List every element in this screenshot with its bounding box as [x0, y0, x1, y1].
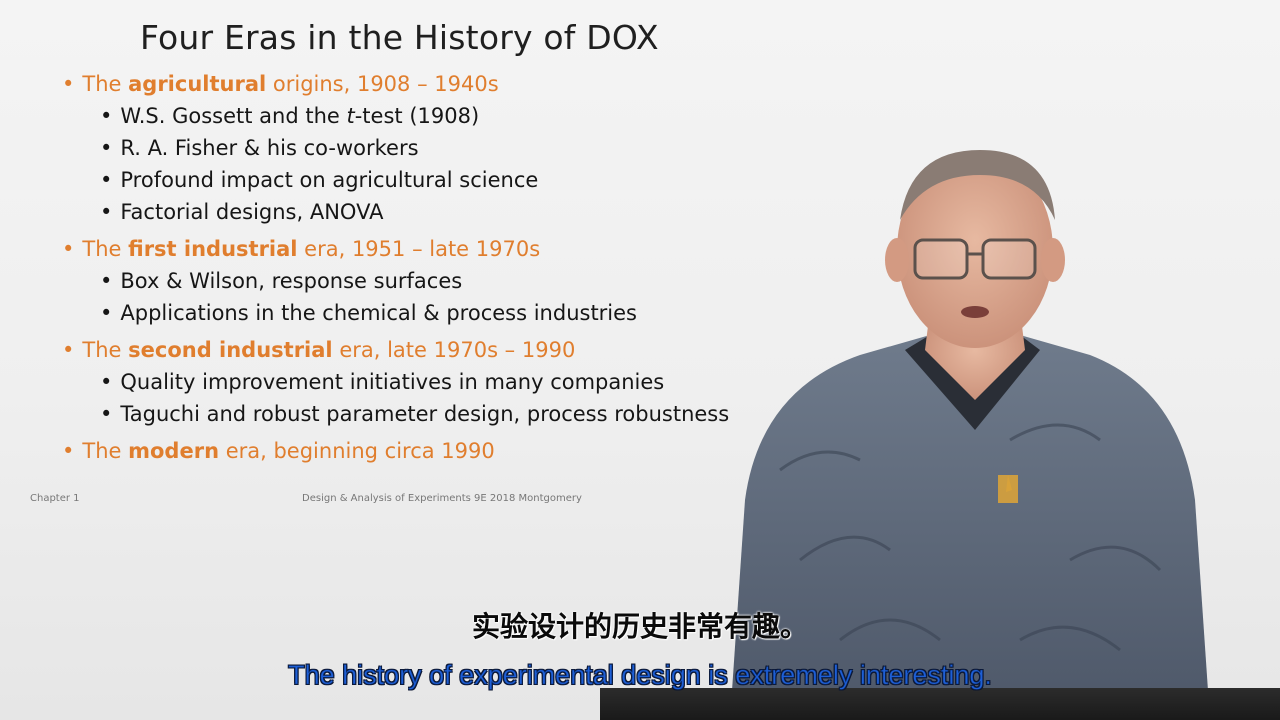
bullet-icon: • — [100, 269, 113, 293]
bullet-icon: • — [100, 104, 113, 128]
era-agricultural: • The agricultural origins, 1908 – 1940s — [62, 72, 499, 96]
list-item: • R. A. Fisher & his co-workers — [100, 136, 419, 160]
bullet-icon: • — [62, 72, 75, 96]
bullet-icon: • — [62, 237, 75, 261]
era-prefix: The — [82, 72, 129, 96]
era-name: agricultural — [128, 72, 267, 96]
footer-book: Design & Analysis of Experiments 9E 2018… — [302, 493, 582, 504]
bullet-icon: • — [62, 439, 75, 463]
bullet-icon: • — [100, 301, 113, 325]
item-text: W.S. Gossett and the — [120, 104, 347, 128]
era-dates: era, late 1970s – 1990 — [332, 338, 576, 362]
podium — [600, 688, 1280, 720]
item-text: Factorial designs, ANOVA — [120, 200, 384, 224]
era-name: modern — [128, 439, 220, 463]
list-item: • Box & Wilson, response surfaces — [100, 269, 462, 293]
bullet-icon: • — [100, 200, 113, 224]
era-modern: • The modern era, beginning circa 1990 — [62, 439, 495, 463]
item-text: Applications in the chemical & process i… — [120, 301, 638, 325]
item-text: R. A. Fisher & his co-workers — [120, 136, 419, 160]
subtitle-chinese: 实验设计的历史非常有趣。 — [471, 610, 808, 643]
footer-chapter: Chapter 1 — [30, 493, 80, 504]
era-name: first industrial — [128, 237, 298, 261]
era-second-industrial: • The second industrial era, late 1970s –… — [62, 338, 575, 362]
bullet-icon: • — [100, 370, 113, 394]
slide-title: Four Eras in the History of DOX — [140, 18, 659, 57]
item-text: Quality improvement initiatives in many … — [120, 370, 665, 394]
era-prefix: The — [82, 338, 129, 362]
bullet-icon: • — [100, 136, 113, 160]
item-text-end: -test (1908) — [354, 104, 480, 128]
subtitle-english: The history of experimental design is ex… — [288, 660, 992, 691]
era-name: second industrial — [128, 338, 333, 362]
presenter-figure — [730, 150, 1210, 720]
item-italic: t — [346, 104, 355, 128]
era-dates: era, 1951 – late 1970s — [297, 237, 541, 261]
era-first-industrial: • The first industrial era, 1951 – late 1… — [62, 237, 540, 261]
era-prefix: The — [82, 439, 129, 463]
bullet-icon: • — [100, 402, 113, 426]
list-item: • W.S. Gossett and the t-test (1908) — [100, 104, 479, 128]
item-text: Profound impact on agricultural science — [120, 168, 539, 192]
bullet-icon: • — [62, 338, 75, 362]
bullet-icon: • — [100, 168, 113, 192]
list-item: • Quality improvement initiatives in many… — [100, 370, 664, 394]
item-text: Taguchi and robust parameter design, pro… — [120, 402, 730, 426]
list-item: • Taguchi and robust parameter design, pr… — [100, 402, 729, 426]
era-dates: origins, 1908 – 1940s — [266, 72, 499, 96]
era-dates: era, beginning circa 1990 — [219, 439, 495, 463]
list-item: • Factorial designs, ANOVA — [100, 200, 383, 224]
era-prefix: The — [82, 237, 129, 261]
list-item: • Applications in the chemical & process … — [100, 301, 637, 325]
item-text: Box & Wilson, response surfaces — [120, 269, 463, 293]
list-item: • Profound impact on agricultural science — [100, 168, 538, 192]
